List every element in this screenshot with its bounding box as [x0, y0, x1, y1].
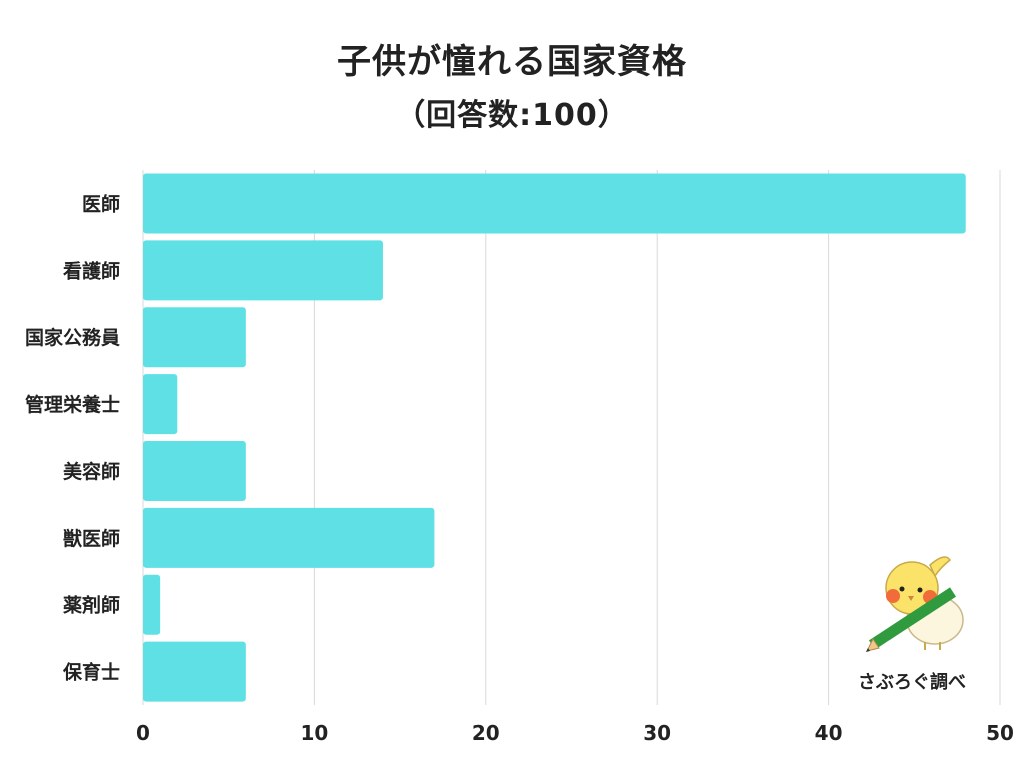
x-tick-label: 0: [136, 721, 150, 745]
category-label: 管理栄養士: [25, 393, 120, 416]
bar: [143, 641, 246, 702]
x-tick-label: 30: [643, 721, 671, 745]
x-tick-label: 10: [300, 721, 328, 745]
category-label: 看護師: [62, 259, 120, 282]
bar: [143, 574, 161, 635]
bar: [143, 173, 966, 234]
bars: [143, 173, 966, 702]
category-label: 獣医師: [63, 527, 120, 550]
category-label: 保育士: [62, 661, 120, 684]
category-label: 美容師: [63, 460, 120, 483]
bar: [143, 440, 246, 501]
bar: [143, 307, 246, 368]
credit-label: さぶろぐ調べ: [858, 671, 966, 693]
category-label: 国家公務員: [25, 326, 120, 349]
x-axis-tick-labels: 0 10 20 30 40 50: [136, 721, 1014, 745]
bar: [143, 507, 435, 568]
category-label: 医師: [82, 192, 120, 215]
x-tick-label: 50: [986, 721, 1014, 745]
chart-subtitle: （回答数:100）: [395, 98, 629, 133]
bar: [143, 374, 178, 435]
category-label: 薬剤師: [62, 594, 120, 617]
x-tick-label: 40: [815, 721, 843, 745]
bar: [143, 240, 383, 301]
x-tick-label: 20: [472, 721, 500, 745]
bird-with-pencil-icon: [866, 556, 964, 652]
chart-title: 子供が憧れる国家資格: [337, 42, 687, 82]
